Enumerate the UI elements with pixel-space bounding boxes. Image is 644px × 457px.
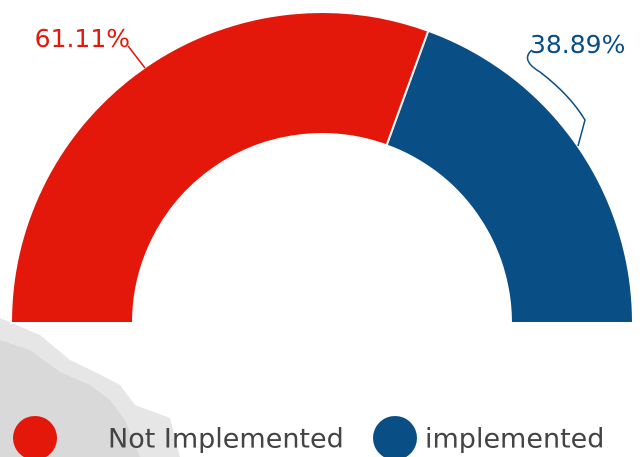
slice <box>9 11 430 324</box>
leader-line <box>127 45 146 69</box>
legend-swatch <box>13 416 57 457</box>
legend-swatch <box>373 416 417 457</box>
legend-label: Not Implemented <box>108 424 344 455</box>
slice <box>385 29 635 324</box>
data-label: 61.11% <box>35 24 130 53</box>
data-label: 38.89% <box>530 30 625 59</box>
legend-label: implemented <box>425 424 604 455</box>
leader-line <box>526 49 586 147</box>
